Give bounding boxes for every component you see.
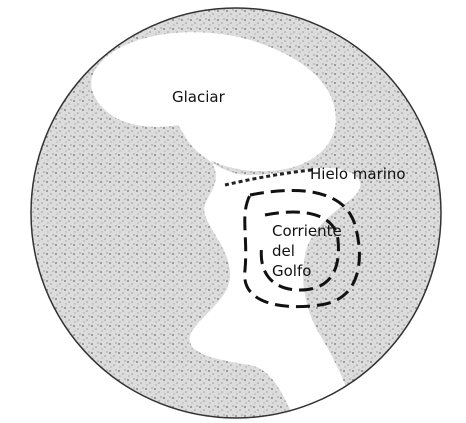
current-label: Corriente bbox=[272, 222, 342, 240]
sea-ice-label: Hielo marino bbox=[310, 165, 406, 183]
page: {"labels": {"glacier": "Glaciar", "sea_i… bbox=[0, 0, 466, 423]
current-label: Golfo bbox=[272, 262, 311, 280]
globe-surface bbox=[0, 0, 466, 423]
globe-map: Glaciar Hielo marino Corriente del Golfo bbox=[0, 0, 466, 423]
current-label: del bbox=[272, 242, 295, 260]
glacier-label: Glaciar bbox=[172, 88, 226, 106]
